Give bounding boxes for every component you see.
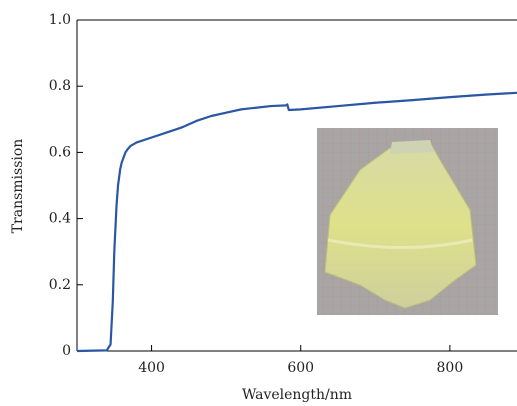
y-tick-label: 0.8 bbox=[49, 78, 71, 94]
x-tick-label: 400 bbox=[138, 360, 165, 376]
inset-photo bbox=[317, 128, 498, 315]
y-tick-label: 0 bbox=[62, 343, 71, 359]
y-tick-label: 0.6 bbox=[49, 144, 71, 160]
y-tick-label: 0.2 bbox=[49, 277, 71, 293]
x-tick-label: 600 bbox=[287, 360, 314, 376]
x-axis-label: Wavelength/nm bbox=[242, 387, 352, 403]
y-axis-label: Transmission bbox=[10, 139, 26, 234]
data-line bbox=[76, 91, 517, 353]
x-tick-label: 800 bbox=[437, 360, 464, 376]
y-tick-label: 0.4 bbox=[49, 211, 71, 227]
y-tick-label: 1.0 bbox=[49, 12, 71, 28]
